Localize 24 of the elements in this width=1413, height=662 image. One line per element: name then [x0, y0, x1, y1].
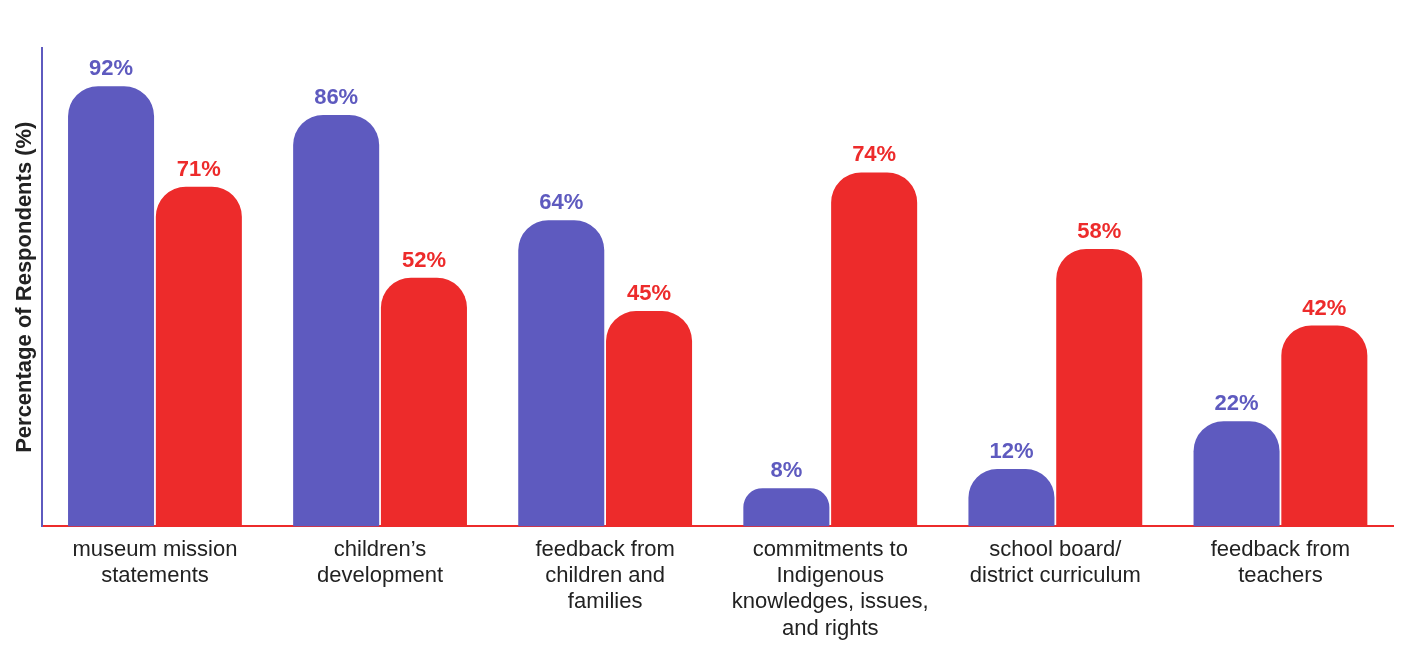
data-label: 71% — [176, 155, 221, 181]
x-tick-label: feedback from teachers — [1210, 535, 1351, 588]
x-tick-label: children’s development — [317, 535, 444, 588]
x-tick-label: school board/ district curriculum — [969, 535, 1141, 588]
x-tick-label: commitments to Indigenous knowledges, issues, and rights — [731, 535, 929, 640]
bar — [518, 220, 605, 527]
bar — [743, 488, 830, 527]
data-label: 86% — [314, 84, 359, 110]
x-tick-label: feedback from children and families — [535, 535, 675, 614]
data-label: 64% — [539, 189, 584, 215]
data-label: 8% — [770, 457, 803, 483]
data-label: 52% — [401, 246, 446, 272]
data-label: 42% — [1302, 294, 1347, 320]
data-label: 22% — [1214, 390, 1259, 416]
data-label: 58% — [1077, 217, 1122, 243]
x-tick-label: museum mission statements — [72, 535, 238, 588]
data-label: 45% — [627, 280, 672, 306]
bar — [68, 86, 155, 527]
bar — [1193, 421, 1280, 527]
y-axis-title: Percentage of Respondents (%) — [11, 121, 37, 453]
bar — [293, 114, 380, 527]
data-label: 74% — [852, 141, 897, 167]
data-label: 12% — [989, 438, 1034, 464]
data-label: 92% — [89, 55, 134, 81]
